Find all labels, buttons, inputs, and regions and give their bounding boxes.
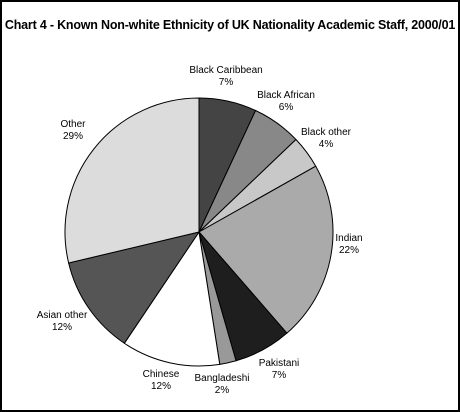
slice-label-indian: Indian (335, 233, 362, 244)
slice-value-bangladeshi: 2% (215, 385, 230, 396)
slice-value-black-african: 6% (279, 102, 294, 113)
slice-value-black-other: 4% (319, 139, 334, 150)
slice-value-other: 29% (63, 131, 83, 142)
pie-slice-chinese (123, 230, 221, 367)
slice-value-black-caribbean: 7% (219, 77, 234, 88)
slice-label-black-other: Black other (301, 127, 352, 138)
slice-label-black-african: Black African (257, 90, 315, 101)
slice-value-indian: 22% (339, 245, 359, 256)
pie-slice-indian (198, 165, 334, 334)
slice-value-pakistani: 7% (272, 370, 287, 381)
slice-label-chinese: Chinese (143, 369, 180, 380)
slice-label-other: Other (60, 119, 86, 130)
slice-label-black-caribbean: Black Caribbean (189, 65, 262, 76)
slice-value-asian-other: 12% (52, 322, 72, 333)
slice-label-asian-other: Asian other (37, 310, 88, 321)
pie-slice-other (64, 97, 200, 264)
pie-slice-asian-other (68, 231, 201, 344)
chart-title: Chart 4 - Known Non-white Ethnicity of U… (4, 18, 456, 32)
slice-label-bangladeshi: Bangladeshi (194, 373, 249, 384)
slice-value-chinese: 12% (151, 381, 171, 392)
slice-label-pakistani: Pakistani (259, 358, 300, 369)
